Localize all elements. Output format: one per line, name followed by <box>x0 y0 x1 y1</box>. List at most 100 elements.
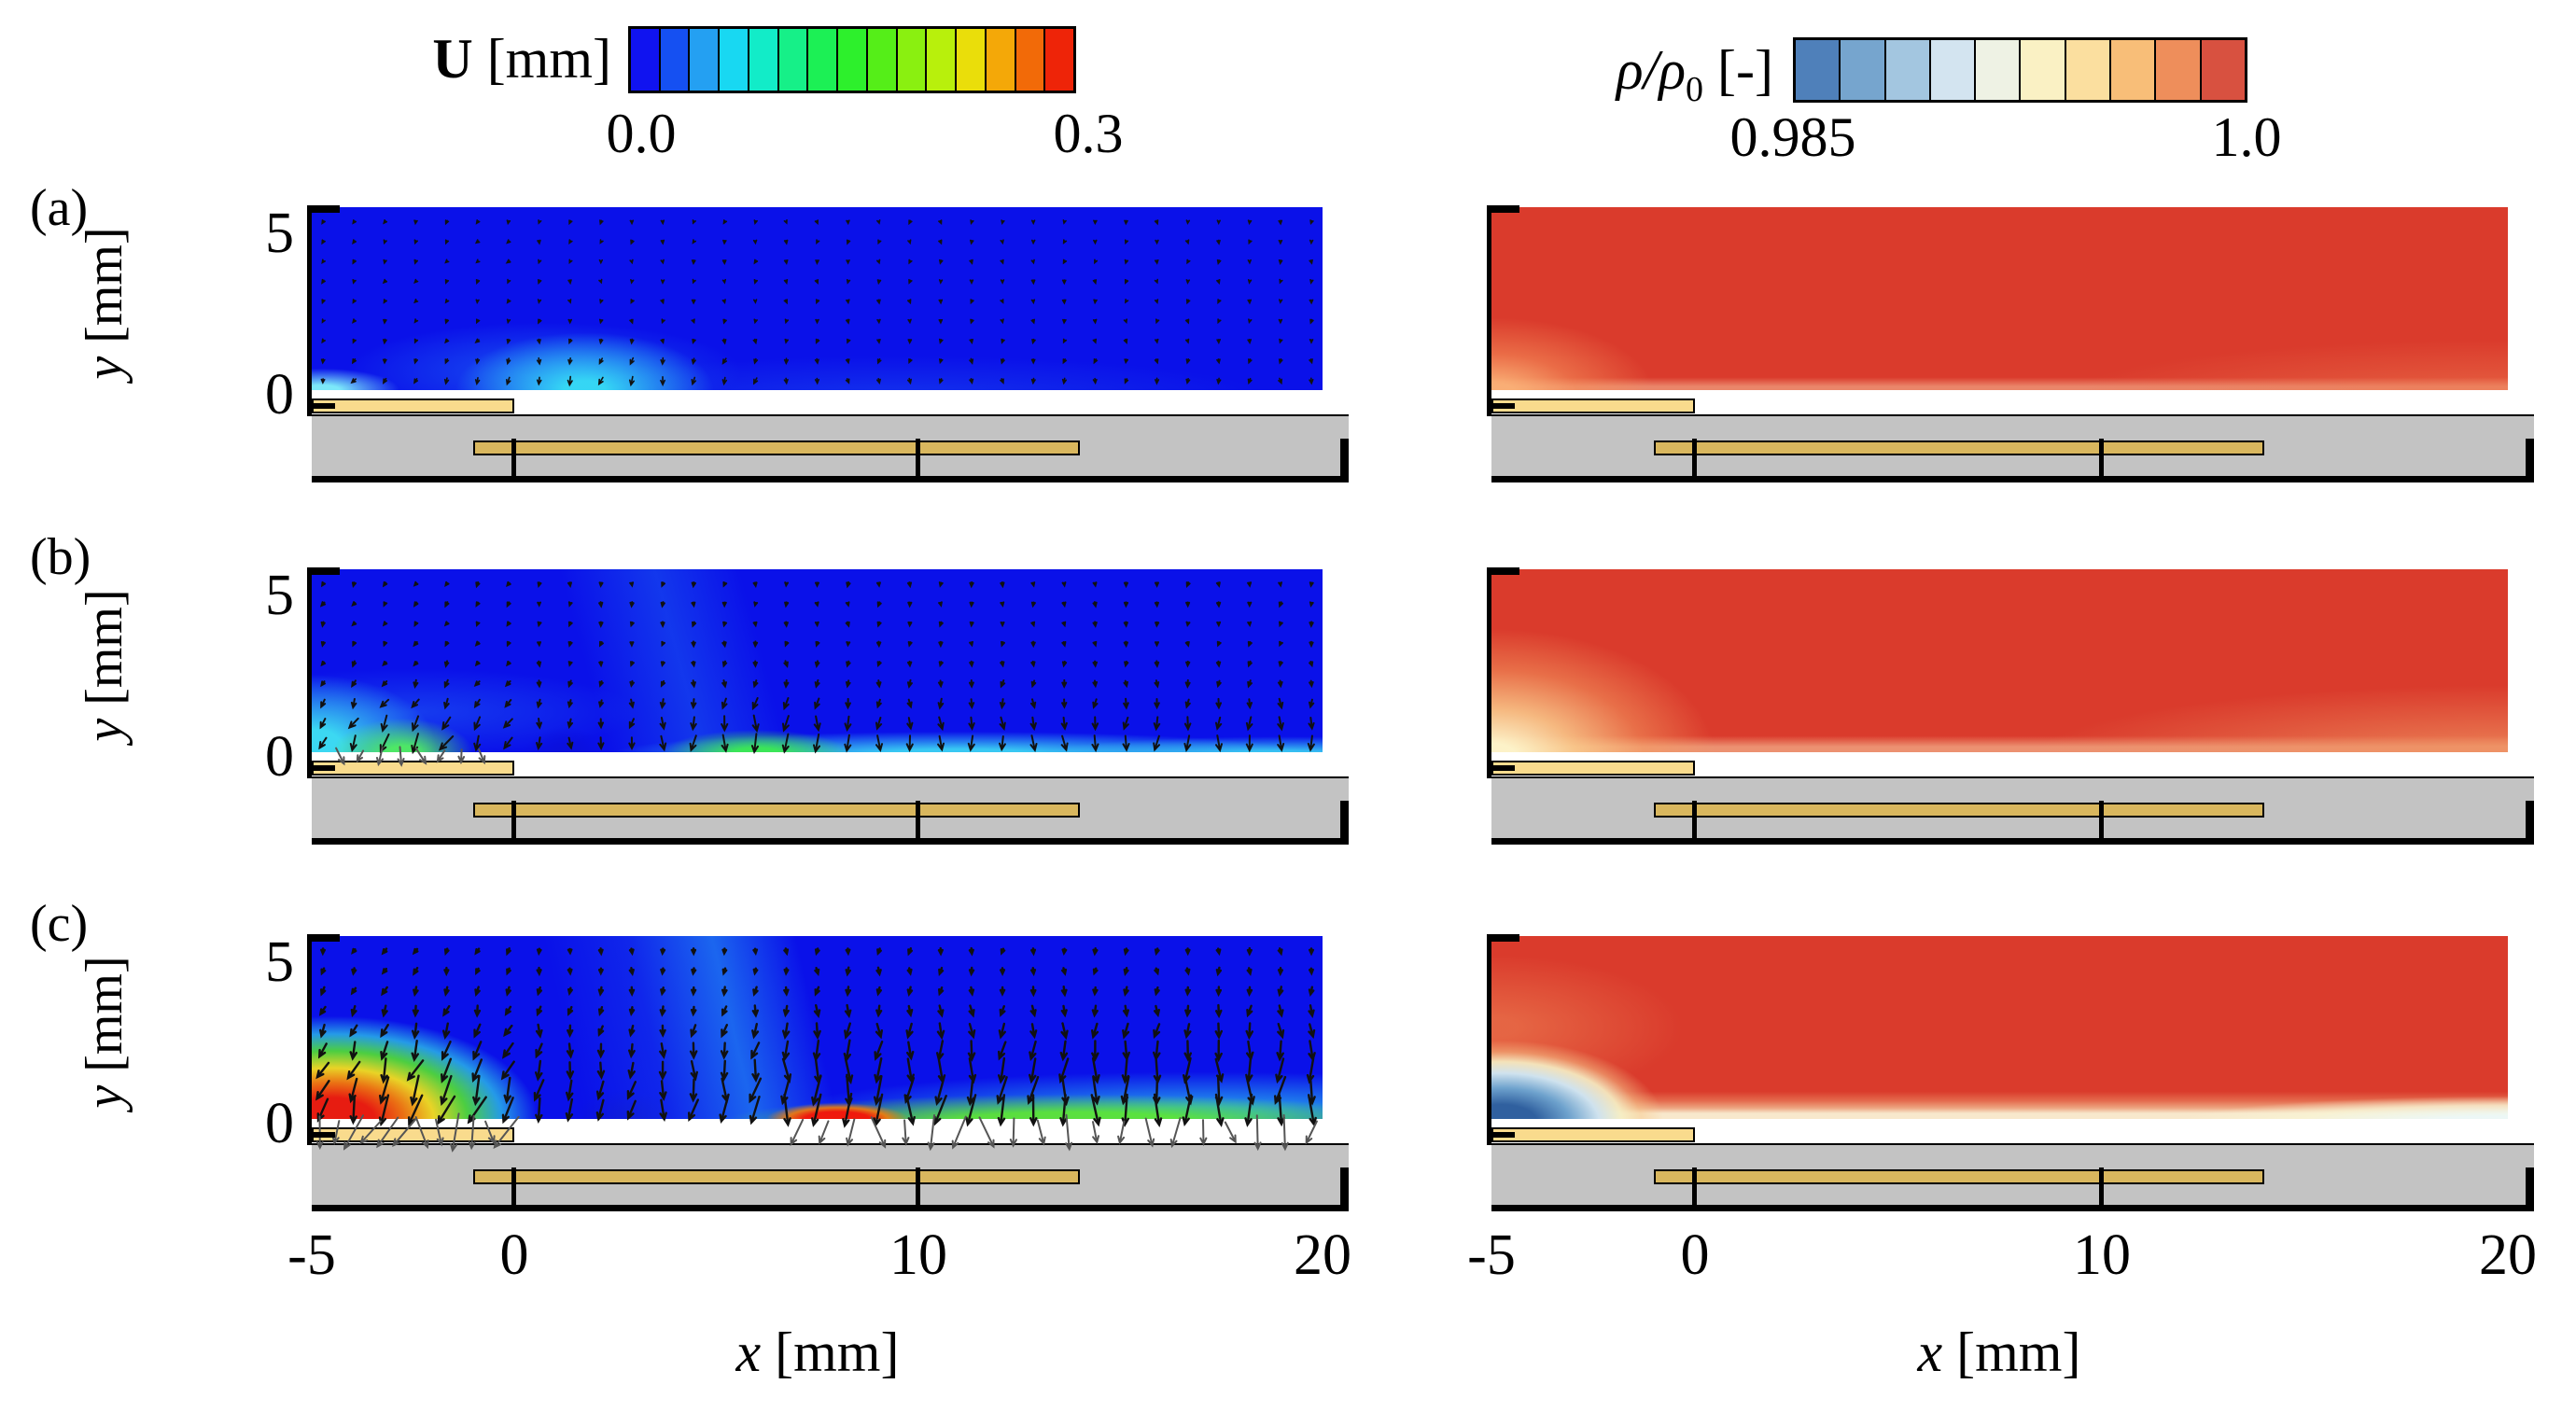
density-panel-c-embedded-electrode <box>1654 1169 2264 1184</box>
y-symbol: y <box>76 356 133 380</box>
vector-arrow-path <box>315 946 1317 1128</box>
density-panel-a-exposed-electrode <box>1491 398 1695 413</box>
velocity-panel-b-right-notch <box>1340 801 1349 840</box>
density-panel-a-y-axis-line <box>1487 205 1491 416</box>
density-colorbar-segment-7 <box>2111 40 2157 100</box>
velocity-panel-a-substrate-tick-x10 <box>916 439 921 482</box>
velocity-panel-c-y-axis-line <box>307 934 312 1145</box>
velocity-panel-c-substrate-tick-x0 <box>511 1167 517 1211</box>
velocity-panel-b-y-tick-0 <box>312 765 335 771</box>
x-tick-0-left: 0 <box>499 1223 529 1287</box>
rho-ratio: ρ/ρ <box>1616 39 1687 101</box>
velocity-panel-a-y-tick-0 <box>312 403 335 409</box>
velocity-panel-a-embedded-electrode <box>473 440 1081 455</box>
density-panel-b-substrate-tick-x0 <box>1692 801 1698 845</box>
x-tick-10-right: 10 <box>2073 1223 2131 1287</box>
density-colorbar-segment-0 <box>1796 40 1841 100</box>
velocity-panel-c-exposed-electrode <box>312 1127 514 1142</box>
x-tick-20-left: 20 <box>1294 1223 1351 1287</box>
density-colorbar-segment-1 <box>1841 40 1886 100</box>
velocity-colorbar-segment-7 <box>838 29 868 91</box>
y-tick-5-a: 5 <box>265 202 294 265</box>
density-colorbar-segment-5 <box>2021 40 2066 100</box>
density-panel-a-y-tick-0 <box>1491 403 1515 409</box>
density-panel-a-substrate-tick-x0 <box>1692 439 1698 482</box>
density-panel-a-y-tick-5 <box>1491 205 1519 213</box>
vector-arrow-path <box>320 219 1314 387</box>
velocity-panel-a-y-tick-5 <box>312 205 340 213</box>
velocity-field-b <box>312 569 1323 767</box>
x-axis-title-right: x [mm] <box>1836 1318 2163 1387</box>
velocity-colorbar-segment-10 <box>927 29 958 91</box>
density-panel-b-y-tick-0 <box>1491 765 1515 771</box>
velocity-colorbar-segment-9 <box>897 29 928 91</box>
y-unit: [mm] <box>76 589 133 719</box>
density-colorbar-segment-8 <box>2156 40 2202 100</box>
velocity-panel-b-y-tick-5 <box>312 567 340 575</box>
density-field-c <box>1491 936 2508 1119</box>
velocity-colorbar-max-label: 0.3 <box>1053 103 1124 164</box>
velocity-colorbar-segment-8 <box>867 29 898 91</box>
velocity-panel-c-right-notch <box>1340 1167 1349 1207</box>
y-unit: [mm] <box>76 956 133 1085</box>
density-panel-b-substrate-tick-x10 <box>2098 801 2104 845</box>
density-panel-a-embedded-electrode <box>1654 440 2264 455</box>
y-axis-title-c: y [mm] <box>72 892 137 1172</box>
density-colorbar-max-label: 1.0 <box>2211 106 2282 168</box>
density-panel-b-right-notch <box>2526 801 2534 840</box>
velocity-colorbar-min-label: 0.0 <box>606 103 677 164</box>
velocity-colorbar-segment-2 <box>690 29 721 91</box>
rho-subscript: 0 <box>1686 70 1704 109</box>
density-panel-c-y-axis-line <box>1487 934 1491 1145</box>
density-panel-c-right-notch <box>2526 1167 2534 1207</box>
velocity-panel-c-y-tick-5 <box>312 934 340 942</box>
density-unit: [-] <box>1703 39 1773 101</box>
density-panel-a-substrate-tick-x10 <box>2098 439 2104 482</box>
density-panel-c-exposed-electrode <box>1491 1127 1695 1142</box>
velocity-colorbar-segment-4 <box>749 29 779 91</box>
y-unit: [mm] <box>76 227 133 356</box>
velocity-panel-b-substrate-tick-x0 <box>511 801 517 845</box>
density-colorbar-segment-3 <box>1930 40 1977 100</box>
y-tick-5-c: 5 <box>265 930 294 994</box>
density-panel-b-exposed-electrode <box>1491 761 1695 776</box>
x-tick-10-left: 10 <box>889 1223 947 1287</box>
density-colorbar-segment-2 <box>1885 40 1931 100</box>
velocity-panel-b-embedded-electrode <box>473 803 1081 818</box>
panel-label-c: (c) <box>30 895 89 953</box>
velocity-colorbar-segment-3 <box>720 29 749 91</box>
density-field-a <box>1491 207 2508 390</box>
y-tick-0-a: 0 <box>265 363 294 426</box>
velocity-field-c <box>312 936 1323 1153</box>
velocity-symbol: U <box>432 28 473 90</box>
velocity-panel-a-substrate-tick-x0 <box>511 439 517 482</box>
velocity-colorbar-title: U [mm] <box>308 24 611 93</box>
density-field-b <box>1491 569 2508 752</box>
y-symbol: y <box>76 1084 133 1109</box>
velocity-panel-a-right-notch <box>1340 439 1349 478</box>
velocity-panel-b-exposed-electrode <box>312 761 514 776</box>
velocity-panel-c-embedded-electrode <box>473 1169 1081 1184</box>
x-unit: [mm] <box>761 1321 900 1383</box>
density-panel-a-right-notch <box>2526 439 2534 478</box>
y-symbol: y <box>76 718 133 742</box>
velocity-colorbar-segment-13 <box>1015 29 1046 91</box>
x-tick-m5-right: -5 <box>1467 1223 1516 1287</box>
y-tick-0-b: 0 <box>265 725 294 789</box>
density-panel-b-y-axis-line <box>1487 567 1491 778</box>
density-panel-c-substrate-tick-x10 <box>2098 1167 2104 1211</box>
velocity-unit: [mm] <box>472 28 611 90</box>
density-panel-c-substrate-tick-x0 <box>1692 1167 1698 1211</box>
velocity-panel-c-y-tick-0 <box>312 1132 335 1138</box>
velocity-colorbar-segment-6 <box>808 29 839 91</box>
density-panel-c-y-tick-5 <box>1491 934 1519 942</box>
y-axis-title-b: y [mm] <box>72 525 137 805</box>
x-tick-0-right: 0 <box>1680 1223 1710 1287</box>
density-panel-c-y-tick-0 <box>1491 1132 1515 1138</box>
velocity-colorbar-segment-1 <box>660 29 691 91</box>
velocity-panel-b-y-axis-line <box>307 567 312 778</box>
density-colorbar-segment-4 <box>1976 40 2022 100</box>
velocity-field-a <box>312 207 1323 390</box>
y-axis-title-a: y [mm] <box>72 163 137 443</box>
density-colorbar-segment-6 <box>2065 40 2112 100</box>
